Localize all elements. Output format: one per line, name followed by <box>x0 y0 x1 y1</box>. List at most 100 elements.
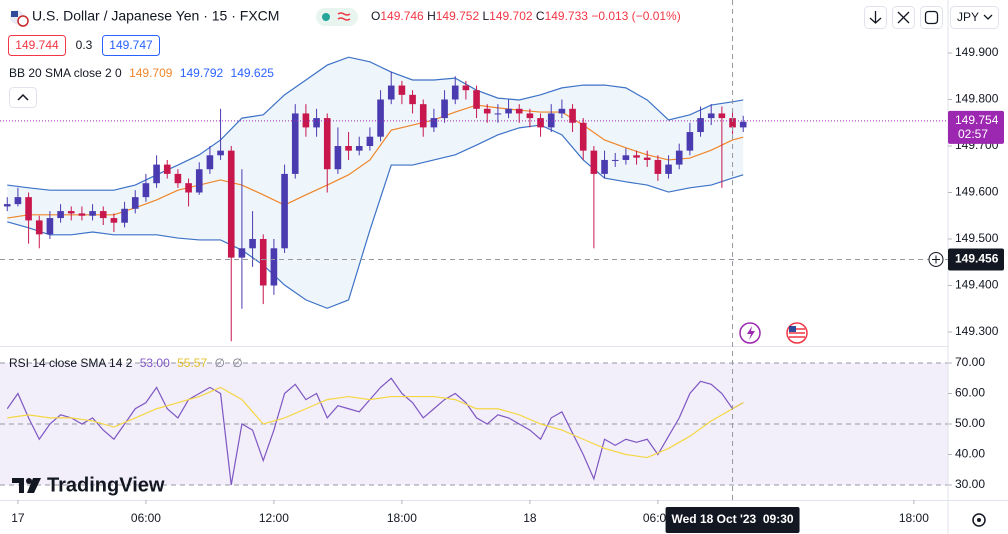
crosshair-price-label: 149.456 <box>955 252 999 266</box>
candle-body <box>377 99 384 137</box>
ohlc-key: H <box>427 9 436 23</box>
flag-canton <box>11 11 18 17</box>
maximize-button[interactable] <box>920 6 943 29</box>
candle-body <box>643 157 651 160</box>
collapse-button[interactable] <box>9 87 37 108</box>
y-tick-label: 70.00 <box>955 355 985 369</box>
candle-body <box>345 145 352 151</box>
dropdown-icon <box>983 14 993 20</box>
ohlc-key: L <box>482 9 489 23</box>
bb-legend-value: 149.709 <box>129 66 173 80</box>
logo-text[interactable]: TradingView <box>47 474 165 496</box>
candle-body <box>526 113 534 119</box>
x-tick-label: 17 <box>11 511 25 525</box>
y-tick-label: 149.900 <box>955 45 999 59</box>
candle-body <box>57 211 64 219</box>
last-price-label: 149.754 <box>955 113 999 127</box>
flag-canton <box>789 326 796 332</box>
rsi-legend-value: ∅ <box>232 356 242 370</box>
buy-box[interactable] <box>102 35 160 56</box>
crosshair-time-label: Wed 18 Oct '23 09:30 <box>672 512 794 526</box>
bid-price: 149.744 <box>15 38 59 52</box>
rsi-pane <box>0 362 948 486</box>
ohlc-value: 149.746 <box>380 9 424 23</box>
candle-body <box>46 218 54 235</box>
maximize-icon <box>924 10 939 25</box>
change: −0.013 (−0.01%) <box>591 9 680 23</box>
candle-body <box>121 208 128 223</box>
x-tick-label: 06:00 <box>131 511 161 525</box>
y-tick-label: 149.300 <box>955 324 999 338</box>
x-tick-label: 18:00 <box>899 511 929 525</box>
bb-legend-value: 149.792 <box>180 66 224 80</box>
candle-body <box>227 150 235 258</box>
logo: TradingView <box>12 474 165 496</box>
settings-icon-center <box>977 518 981 522</box>
candle-body <box>590 150 598 174</box>
arrow-icon <box>869 11 882 24</box>
candle-body <box>110 218 118 223</box>
candle-body <box>739 121 747 128</box>
logo-mark <box>12 478 24 493</box>
candle-body <box>515 108 523 114</box>
feed-icon <box>337 12 351 21</box>
candle-body <box>686 132 694 151</box>
candle-body <box>451 85 459 100</box>
candle-body <box>462 85 470 91</box>
bb-legend: BB 20 SMA close 2 0 149.709 149.792 149.… <box>9 66 274 80</box>
series-line <box>6 377 744 486</box>
y-tick-label: 50.00 <box>955 416 985 430</box>
status-pill[interactable] <box>316 8 358 26</box>
candle-body <box>163 164 171 174</box>
toolbar: JPY <box>864 6 999 29</box>
series-line <box>7 386 744 459</box>
crosshair-price-box <box>948 248 1004 271</box>
currency-button[interactable] <box>950 6 999 29</box>
candle-body <box>409 94 416 105</box>
crosshair-time-box <box>665 507 800 533</box>
settings-icon[interactable] <box>972 513 986 527</box>
lightning-icon <box>747 326 755 340</box>
candle-body <box>142 183 150 198</box>
candle-body <box>398 85 406 95</box>
candle-body <box>3 204 11 207</box>
ask-price: 149.747 <box>109 38 153 52</box>
candle-body <box>622 155 630 160</box>
plus-icon <box>932 255 940 264</box>
ohlc-values: O149.746 H149.752 L149.702 C149.733 −0.0… <box>371 9 681 23</box>
candle-body <box>633 155 640 158</box>
candle-body <box>302 113 310 128</box>
reset-icon <box>897 11 910 24</box>
logo-mark <box>26 478 32 484</box>
collapse-icon <box>17 93 29 101</box>
ohlc-value: 149.752 <box>436 9 480 23</box>
ohlc-value: 149.702 <box>489 9 533 23</box>
sell-box[interactable] <box>8 35 66 56</box>
ohlc-value: 149.733 <box>545 9 589 23</box>
candle-body <box>281 173 288 249</box>
candle-body <box>334 145 342 170</box>
candle-body <box>675 150 683 165</box>
candle-body <box>558 108 566 114</box>
bb-legend-title[interactable]: BB 20 SMA close 2 0 <box>9 66 122 80</box>
y-tick-label: 149.600 <box>955 185 999 199</box>
candle-body <box>99 211 107 219</box>
bid-ask: 149.744 0.3 149.747 <box>8 35 160 56</box>
candle-body <box>611 159 619 161</box>
rsi-legend-title[interactable]: RSI 14 close SMA 14 2 <box>9 356 133 370</box>
candle-body <box>665 164 672 174</box>
candle-body <box>494 113 502 115</box>
candle-body <box>569 108 576 123</box>
candle-body <box>430 118 438 128</box>
y-tick-label: 40.00 <box>955 447 985 461</box>
symbol-title[interactable]: U.S. Dollar / Japanese Yen · 15 · FXCM <box>32 8 279 24</box>
candle-body <box>718 113 726 119</box>
candle-body <box>35 220 43 235</box>
candle-body <box>206 155 214 170</box>
candle-body <box>153 164 160 184</box>
candle-body <box>78 213 86 216</box>
candle-body <box>131 197 139 209</box>
spread: 0.3 <box>76 38 93 52</box>
